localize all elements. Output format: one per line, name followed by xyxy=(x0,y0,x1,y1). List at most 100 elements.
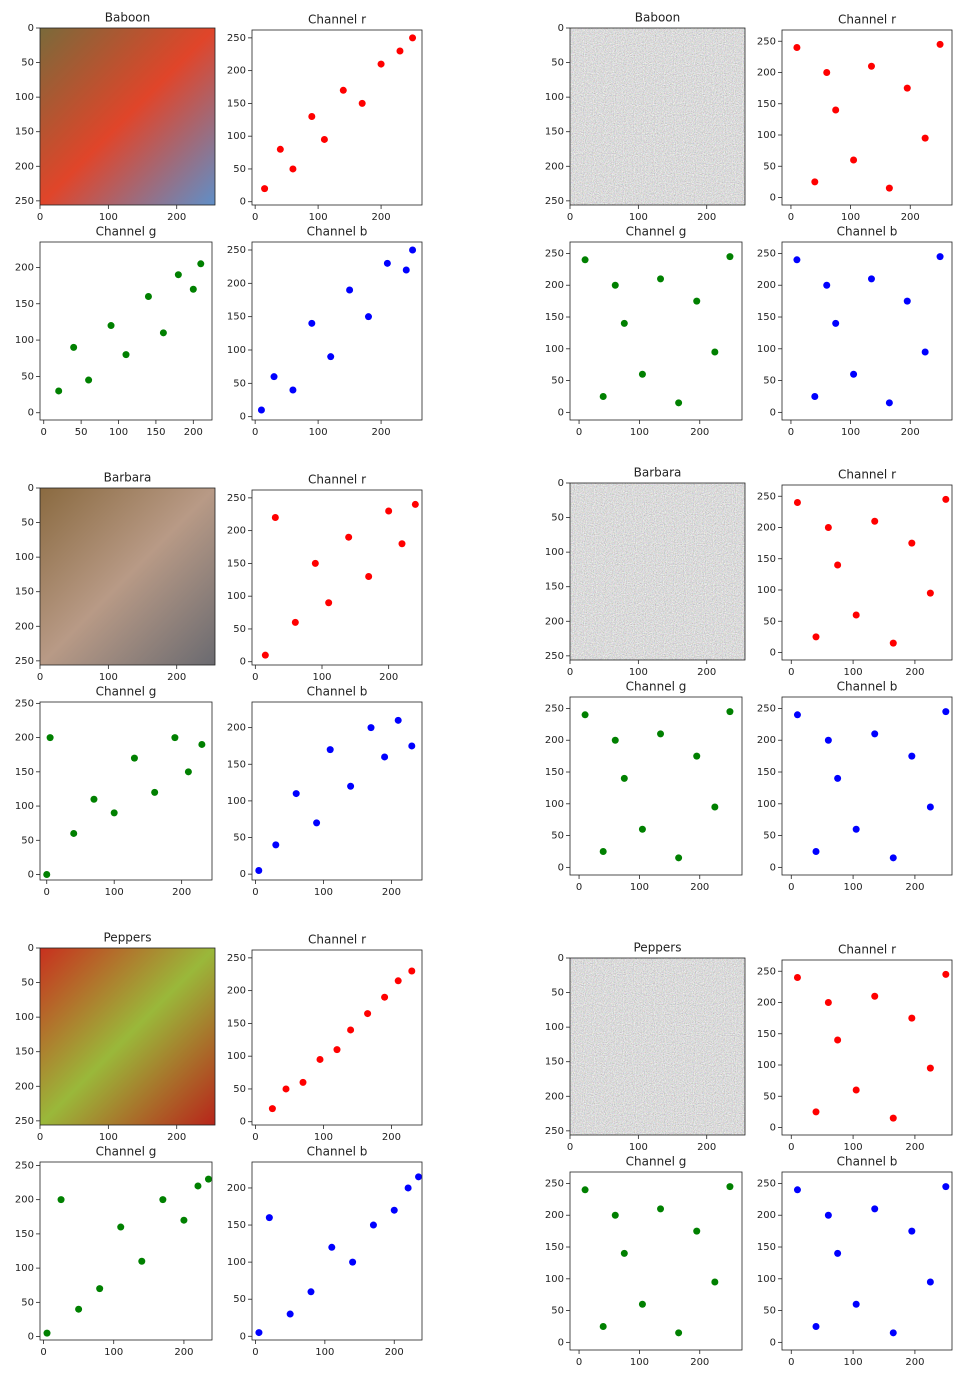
x-tick-label: 200 xyxy=(905,667,924,678)
point xyxy=(793,44,800,51)
point xyxy=(612,282,619,289)
panel-title: Channel b xyxy=(307,225,368,239)
point xyxy=(890,854,897,861)
point xyxy=(180,1217,187,1224)
point xyxy=(271,373,278,380)
y-tick-label: 250 xyxy=(545,703,564,714)
point xyxy=(325,599,332,606)
y-tick-label: 250 xyxy=(545,248,564,259)
point xyxy=(272,514,279,521)
point xyxy=(405,1184,412,1191)
y-tick-label: 150 xyxy=(15,1047,34,1058)
point xyxy=(381,753,388,760)
point xyxy=(300,1079,307,1086)
point xyxy=(657,275,664,282)
panel-title: Barbara xyxy=(634,466,682,480)
y-tick-label: 250 xyxy=(227,245,246,256)
point xyxy=(317,1056,324,1063)
point xyxy=(825,737,832,744)
point xyxy=(131,755,138,762)
point xyxy=(890,1329,897,1336)
image xyxy=(570,483,745,660)
y-tick-label: 200 xyxy=(757,68,776,79)
y-tick-label: 150 xyxy=(227,312,246,323)
x-tick-label: 200 xyxy=(901,212,920,223)
y-tick-label: 250 xyxy=(545,1178,564,1189)
point xyxy=(639,1301,646,1308)
y-tick-label: 200 xyxy=(227,1183,246,1194)
y-tick-label: 0 xyxy=(240,657,246,668)
y-tick-label: 150 xyxy=(757,1029,776,1040)
image xyxy=(40,488,215,665)
x-tick-label: 100 xyxy=(314,1132,333,1143)
panel-title: Channel b xyxy=(837,225,898,239)
point xyxy=(345,534,352,541)
point xyxy=(307,1288,314,1295)
y-tick-label: 250 xyxy=(757,966,776,977)
x-tick-label: 100 xyxy=(844,667,863,678)
y-tick-label: 150 xyxy=(15,127,34,138)
x-tick-label: 200 xyxy=(905,1142,924,1153)
y-tick-label: 100 xyxy=(227,591,246,602)
y-tick-label: 0 xyxy=(558,478,564,489)
point xyxy=(55,387,62,394)
image xyxy=(40,948,215,1125)
x-tick-label: 0 xyxy=(576,1357,582,1368)
axes-frame xyxy=(252,1162,422,1340)
x-tick-label: 100 xyxy=(99,1132,118,1143)
y-tick-label: 50 xyxy=(551,831,564,842)
panel-title: Channel r xyxy=(838,13,896,27)
y-tick-label: 50 xyxy=(21,371,34,382)
y-tick-label: 150 xyxy=(227,98,246,109)
x-tick-label: 0 xyxy=(37,1132,43,1143)
point xyxy=(96,1285,103,1292)
y-tick-label: 200 xyxy=(15,262,34,273)
y-tick-label: 150 xyxy=(545,127,564,138)
x-tick-label: 200 xyxy=(697,667,716,678)
y-tick-label: 200 xyxy=(757,998,776,1009)
y-tick-label: 200 xyxy=(227,526,246,537)
y-tick-label: 50 xyxy=(21,518,34,529)
panel-title: Channel r xyxy=(838,943,896,957)
point xyxy=(359,100,366,107)
x-tick-label: 200 xyxy=(372,427,391,438)
point xyxy=(396,47,403,54)
x-tick-label: 200 xyxy=(905,882,924,893)
x-tick-label: 0 xyxy=(788,427,794,438)
x-tick-label: 200 xyxy=(901,427,920,438)
y-tick-label: 0 xyxy=(28,943,34,954)
x-tick-label: 0 xyxy=(788,882,794,893)
point xyxy=(255,867,262,874)
point xyxy=(832,107,839,114)
point xyxy=(582,1186,589,1193)
x-tick-label: 0 xyxy=(576,882,582,893)
point xyxy=(639,371,646,378)
point xyxy=(850,157,857,164)
point xyxy=(313,819,320,826)
point xyxy=(886,185,893,192)
y-tick-label: 50 xyxy=(21,835,34,846)
point xyxy=(693,298,700,305)
y-tick-label: 50 xyxy=(233,1084,246,1095)
y-tick-label: 200 xyxy=(15,161,34,172)
point xyxy=(321,136,328,143)
y-tick-label: 0 xyxy=(28,408,34,419)
point xyxy=(832,320,839,327)
point xyxy=(272,841,279,848)
point xyxy=(381,994,388,1001)
point xyxy=(621,320,628,327)
y-tick-label: 100 xyxy=(15,1012,34,1023)
point xyxy=(942,708,949,715)
point xyxy=(908,1228,915,1235)
y-tick-label: 150 xyxy=(15,587,34,598)
y-tick-label: 50 xyxy=(21,1297,34,1308)
point xyxy=(853,826,860,833)
point xyxy=(70,830,77,837)
y-tick-label: 200 xyxy=(545,161,564,172)
y-tick-label: 100 xyxy=(15,1263,34,1274)
point xyxy=(289,387,296,394)
y-tick-label: 0 xyxy=(28,870,34,881)
y-tick-label: 250 xyxy=(545,196,564,207)
panel-title: Peppers xyxy=(104,931,152,945)
point xyxy=(378,61,385,68)
